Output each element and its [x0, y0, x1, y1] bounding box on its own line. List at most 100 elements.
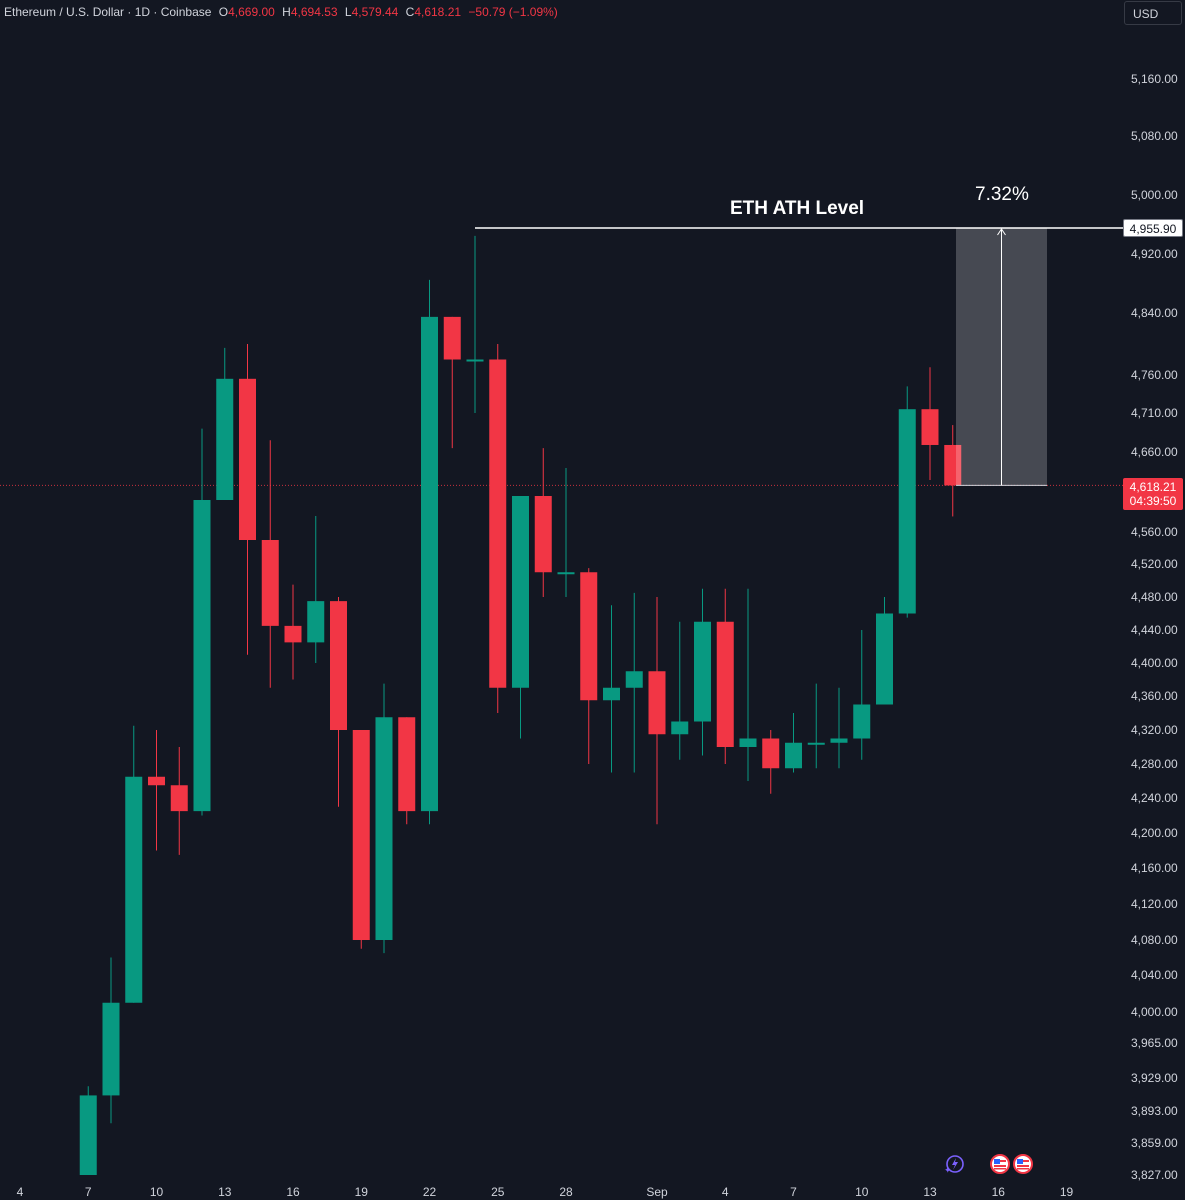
candle-body	[534, 496, 552, 573]
candle-body	[921, 409, 939, 445]
candle-body	[421, 316, 438, 812]
svg-text:✦: ✦	[944, 1166, 952, 1174]
candle-body	[694, 621, 711, 722]
price-axis-tick: 4,000.00	[1131, 1005, 1178, 1019]
price-axis-tick: 4,400.00	[1131, 656, 1178, 670]
time-axis-tick: 7	[790, 1185, 797, 1199]
candle-body	[193, 500, 211, 812]
price-axis-tick: 4,520.00	[1131, 557, 1178, 571]
candle-body	[352, 730, 370, 940]
lightning-icon[interactable]: ✦	[944, 1154, 964, 1176]
time-axis-tick: 13	[218, 1185, 232, 1199]
candle-body	[739, 738, 757, 747]
close-value: 4,618.21	[414, 5, 462, 19]
time-axis-tick: 10	[150, 1185, 164, 1199]
candle-body	[716, 621, 734, 747]
candle-body	[785, 742, 802, 769]
candle-body	[307, 601, 325, 643]
currency-selector[interactable]: USD	[1124, 1, 1182, 25]
open-value: 4,669.00	[228, 5, 275, 19]
us-flag-icon[interactable]	[1013, 1154, 1033, 1174]
time-axis-tick: 25	[491, 1185, 505, 1199]
price-axis-tick: 3,965.00	[1131, 1036, 1178, 1050]
candle-body	[762, 738, 780, 769]
symbol-legend: Ethereum / U.S. Dollar · 1D · Coinbase O…	[4, 5, 558, 19]
price-axis-tick: 3,827.00	[1131, 1168, 1178, 1182]
candle-body	[125, 776, 143, 1003]
time-axis-tick: 16	[286, 1185, 300, 1199]
candle-body	[466, 359, 484, 362]
candle-body	[876, 613, 893, 705]
candle-body	[443, 316, 461, 360]
price-axis-tick: 4,200.00	[1131, 826, 1178, 840]
candle-body	[489, 359, 507, 688]
price-axis-tick: 3,893.00	[1131, 1104, 1178, 1118]
us-flag-icon[interactable]	[990, 1154, 1010, 1174]
candle-body	[830, 738, 848, 743]
candle-body	[807, 742, 825, 745]
price-axis-tick: 4,760.00	[1131, 368, 1178, 382]
candle-body	[102, 1002, 120, 1096]
candle-body	[944, 444, 962, 486]
time-axis-tick: 16	[992, 1185, 1006, 1199]
measure-percent-label: 7.32%	[975, 184, 1029, 205]
countdown-value: 04:39:50	[1129, 494, 1177, 508]
current-price-tag: 4,618.21 04:39:50	[1123, 478, 1183, 510]
high-value: 4,694.53	[290, 5, 338, 19]
time-axis-tick: Sep	[646, 1185, 668, 1199]
price-axis-tick: 4,080.00	[1131, 933, 1178, 947]
time-axis-tick: 10	[855, 1185, 869, 1199]
time-axis-tick: 4	[722, 1185, 729, 1199]
candle-body	[79, 1095, 97, 1175]
candle-body	[284, 625, 302, 643]
candle-body	[512, 496, 529, 688]
price-axis-tick: 3,859.00	[1131, 1136, 1178, 1150]
current-price-value: 4,618.21	[1129, 480, 1177, 494]
price-axis-tick: 4,280.00	[1131, 757, 1178, 771]
time-axis-tick: 19	[1060, 1185, 1074, 1199]
open-label: O	[218, 5, 229, 19]
price-axis-tick: 4,040.00	[1131, 968, 1178, 982]
candle-body	[557, 572, 575, 575]
candle-body	[261, 540, 279, 626]
measure-arrow-head	[997, 228, 1006, 236]
change-value: −50.79 (−1.09%)	[468, 5, 558, 19]
price-axis-tick: 4,710.00	[1131, 406, 1178, 420]
price-axis-tick: 4,920.00	[1131, 247, 1178, 261]
ath-price-tag: 4,955.90	[1123, 219, 1183, 237]
price-axis-tick: 4,160.00	[1131, 861, 1178, 875]
candle-body	[648, 671, 666, 735]
price-axis-tick: 3,929.00	[1131, 1071, 1178, 1085]
time-axis-tick: 22	[423, 1185, 437, 1199]
candle-body	[330, 601, 347, 730]
candle-body	[671, 721, 689, 735]
price-axis-tick: 4,560.00	[1131, 525, 1178, 539]
price-axis-tick: 5,080.00	[1131, 129, 1178, 143]
price-axis-tick: 4,320.00	[1131, 723, 1178, 737]
price-axis-tick: 5,160.00	[1131, 72, 1178, 86]
candle-body	[603, 687, 620, 701]
price-axis-tick: 4,660.00	[1131, 445, 1178, 459]
price-axis-tick: 4,240.00	[1131, 791, 1178, 805]
low-value: 4,579.44	[351, 5, 399, 19]
candle-body	[239, 378, 256, 540]
price-axis-tick: 4,480.00	[1131, 590, 1178, 604]
close-label: C	[405, 5, 415, 19]
price-axis-tick: 4,360.00	[1131, 689, 1178, 703]
time-axis-tick: 4	[17, 1185, 24, 1199]
symbol-name: Ethereum / U.S. Dollar · 1D · Coinbase	[4, 5, 212, 19]
ath-level-label: ETH ATH Level	[730, 198, 865, 219]
time-axis-tick: 13	[923, 1185, 937, 1199]
price-axis-tick: 4,120.00	[1131, 897, 1178, 911]
candle-body	[625, 671, 643, 688]
candle-body	[398, 717, 416, 812]
time-axis-tick: 28	[559, 1185, 573, 1199]
candle-body	[853, 704, 871, 739]
time-axis-tick: 19	[355, 1185, 369, 1199]
candle-body	[580, 572, 598, 701]
time-axis-tick: 7	[85, 1185, 92, 1199]
price-axis-tick: 5,000.00	[1131, 188, 1178, 202]
candle-body	[216, 378, 234, 500]
price-axis-tick: 4,840.00	[1131, 306, 1178, 320]
